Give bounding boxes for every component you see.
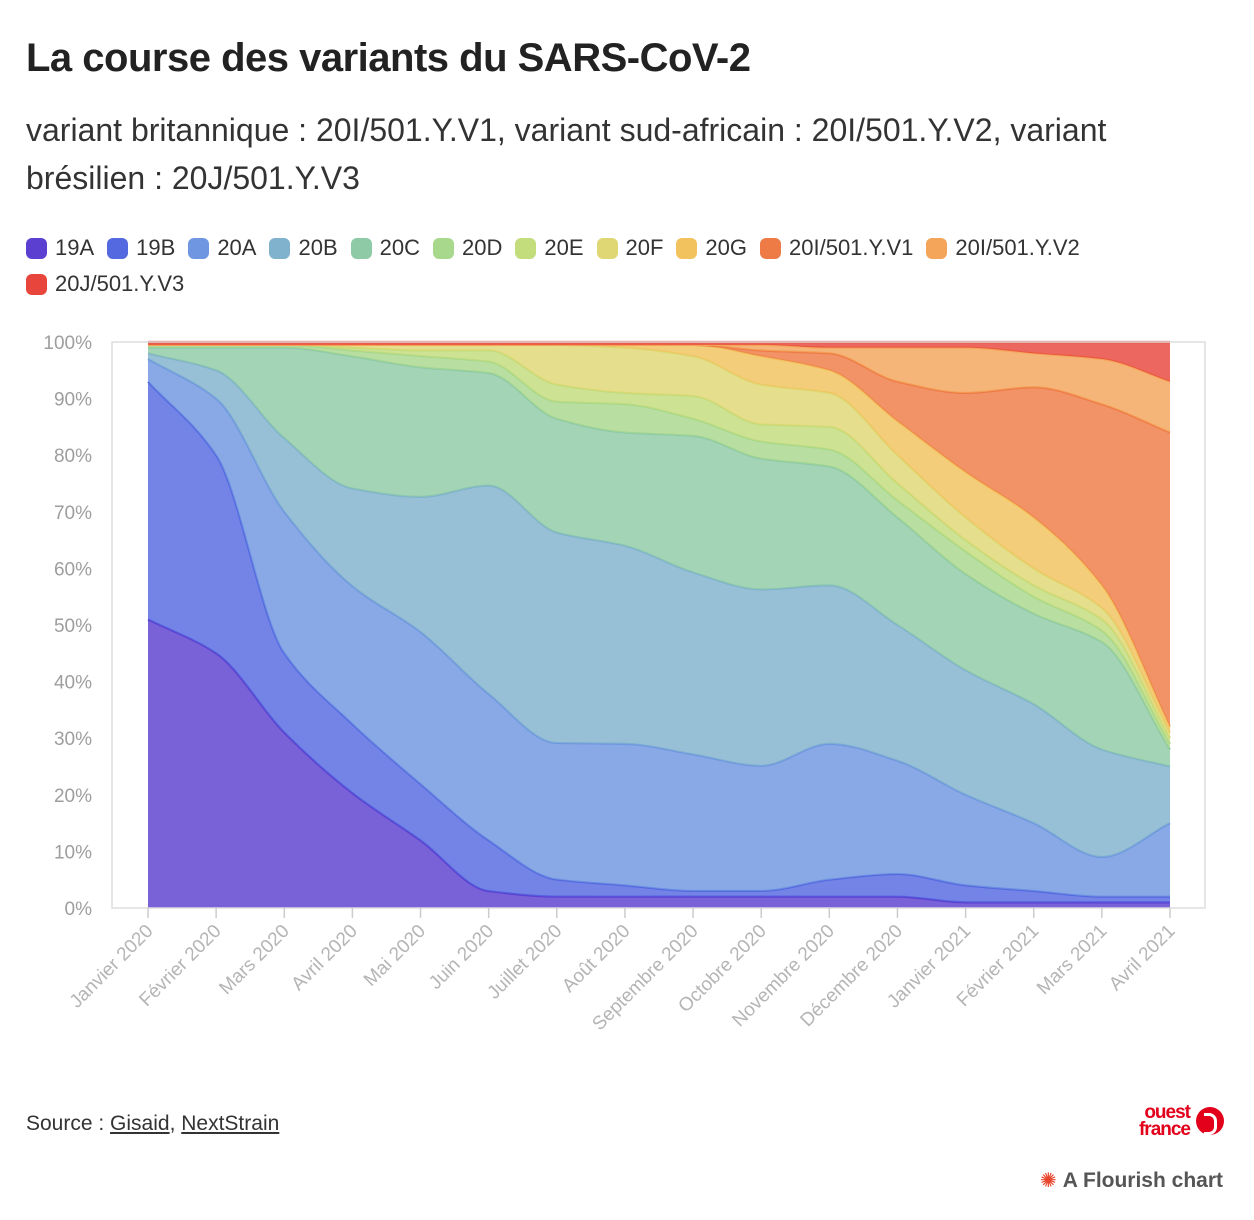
logo-wordmark: ouest france [1116,1102,1191,1140]
legend-label: 20E [544,235,584,260]
legend-item-20j-501-y-v3[interactable]: 20J/501.Y.V3 [26,266,184,302]
area-20b[interactable] [148,353,1170,858]
legend-swatch [926,237,948,259]
area-19b[interactable] [148,381,1170,903]
y-tick-label: 70% [54,503,92,524]
y-tick-label: 20% [54,786,92,807]
legend-swatch [107,237,129,259]
legend-label: 20I/501.Y.V1 [789,235,914,260]
legend-label: 19A [55,235,95,260]
x-tick-label: Juin 2020 [425,921,498,994]
legend-label: 20F [625,235,664,260]
legend-swatch [515,237,537,259]
areas-layer [147,340,1171,908]
stacked-area-chart: 0%10%20%30%40%50%60%70%80%90%100%Janvier… [43,333,1206,1035]
legend-label: 20J/501.Y.V3 [55,271,185,296]
y-tick-label: 80% [54,446,92,467]
source-link-gisaid[interactable]: Gisaid [110,1112,170,1135]
area-20e[interactable] [148,344,1170,744]
logo-mark-icon [1196,1107,1224,1135]
burst-icon: ✺ [1040,1170,1057,1192]
legend-swatch [676,237,698,259]
legend-item-19a[interactable]: 19A [26,230,94,266]
logo-line-1: ouest [1144,1102,1191,1123]
legend-swatch [760,237,782,259]
legend-swatch [26,273,47,295]
ouest-france-logo[interactable]: ouest france [1116,1102,1226,1144]
legend-item-19b[interactable]: 19B [107,230,175,266]
legend-item-20d[interactable]: 20D [432,230,503,266]
y-tick-label: 10% [54,842,92,863]
legend-item-20f[interactable]: 20F [596,230,664,266]
y-tick-label: 90% [54,390,92,411]
chart-title: La course des variants du SARS-CoV-2 [26,36,751,80]
legend-swatch [188,237,210,259]
area-20g[interactable] [148,344,1170,733]
legend-swatch [26,237,47,259]
area-20i-501-y-v2[interactable] [148,344,1170,433]
legend-label: 20C [379,235,420,260]
flourish-label: A Flourish chart [1062,1169,1224,1192]
legend-label: 20B [298,235,338,260]
y-tick-label: 50% [54,616,92,637]
legend-swatch [269,237,291,259]
area-20c[interactable] [148,347,1170,767]
x-tick-label: Juillet 2020 [484,921,567,1004]
legend-label: 20D [461,235,503,260]
x-tick-label: Mars 2020 [215,921,293,999]
source-prefix: Source : [26,1112,111,1135]
legend-swatch [596,237,618,259]
legend-item-20i-501-y-v1[interactable]: 20I/501.Y.V1 [760,230,913,266]
legend-label: 20I/501.Y.V2 [955,235,1080,260]
legend: 19A 19B 20A 20B 20C 20D 20E 20F 20G 20I/501.Y.V1 2… [26,230,1226,302]
source-line: Source : Gisaid, NextStrain [26,1112,279,1136]
chart-subtitle: variant britannique : 20I/501.Y.V1, vari… [26,112,1107,196]
x-tick-label: Avril 2020 [288,921,362,995]
legend-label: 19B [136,235,176,260]
logo-line-2: france [1138,1119,1191,1140]
area-19a[interactable] [148,619,1170,908]
legend-item-20a[interactable]: 20A [188,230,256,266]
legend-item-20i-501-y-v2[interactable]: 20I/501.Y.V2 [926,230,1080,266]
legend-label: 20G [705,235,748,260]
legend-item-20g[interactable]: 20G [676,230,747,266]
plot-frame [111,341,1206,909]
area-20j-501-y-v3[interactable] [148,342,1170,382]
source-link-nextstrain[interactable]: NextStrain [181,1112,280,1135]
y-tick-label: 100% [43,333,92,354]
legend-swatch [350,237,372,259]
x-tick-label: Mars 2021 [1033,921,1111,999]
y-tick-label: 0% [65,899,93,920]
source-separator: , [169,1112,182,1135]
legend-label: 20A [217,235,257,260]
legend-item-20e[interactable]: 20E [515,230,584,266]
y-tick-label: 40% [54,673,92,694]
area-20a[interactable] [148,358,1170,897]
flourish-credit[interactable]: ✺ A Flourish chart [1040,1168,1223,1193]
legend-swatch [432,237,454,259]
legend-item-20b[interactable]: 20B [269,230,338,266]
area-20d[interactable] [148,344,1170,750]
y-tick-label: 30% [54,729,92,750]
x-tick-label: Avril 2021 [1105,921,1179,995]
legend-item-20c[interactable]: 20C [350,230,420,266]
x-tick-label: Mai 2020 [360,921,430,991]
y-tick-label: 60% [54,559,92,580]
